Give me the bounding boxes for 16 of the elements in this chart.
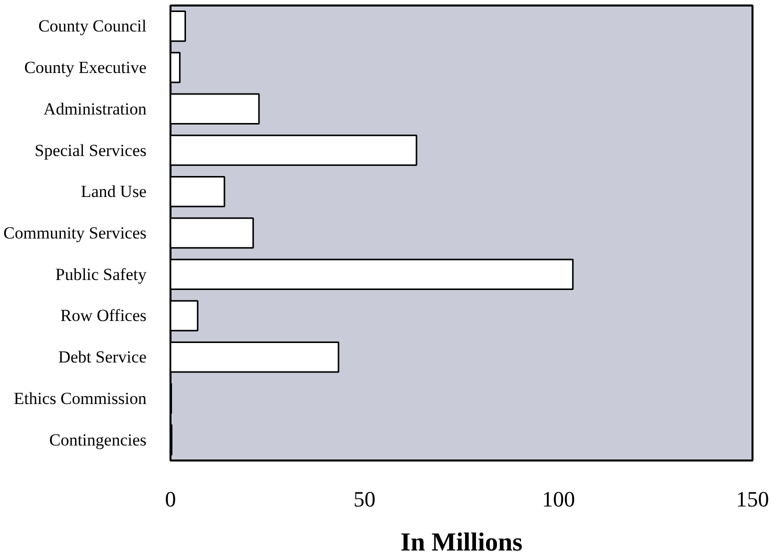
y-tick-label: Row Offices <box>60 306 147 326</box>
y-tick-label: County Executive <box>24 58 146 78</box>
x-tick-label: 150 <box>736 486 769 512</box>
y-tick-label: Ethics Commission <box>14 388 147 408</box>
y-tick-label: Debt Service <box>58 348 147 367</box>
x-tick-label: 100 <box>542 486 575 512</box>
y-tick-label: County Council <box>38 16 147 36</box>
y-tick-label: Land Use <box>80 182 147 202</box>
x-tick-label: 0 <box>165 486 176 512</box>
x-tick-label: 50 <box>354 486 376 512</box>
y-tick-label: Administration <box>44 99 147 118</box>
y-tick-label: Contingencies <box>49 430 147 450</box>
y-tick-label: Public Safety <box>55 264 147 284</box>
y-tick-label: Special Services <box>34 140 147 160</box>
x-axis-title: In Millions <box>400 528 523 556</box>
y-tick-label: Community Services <box>3 224 147 242</box>
